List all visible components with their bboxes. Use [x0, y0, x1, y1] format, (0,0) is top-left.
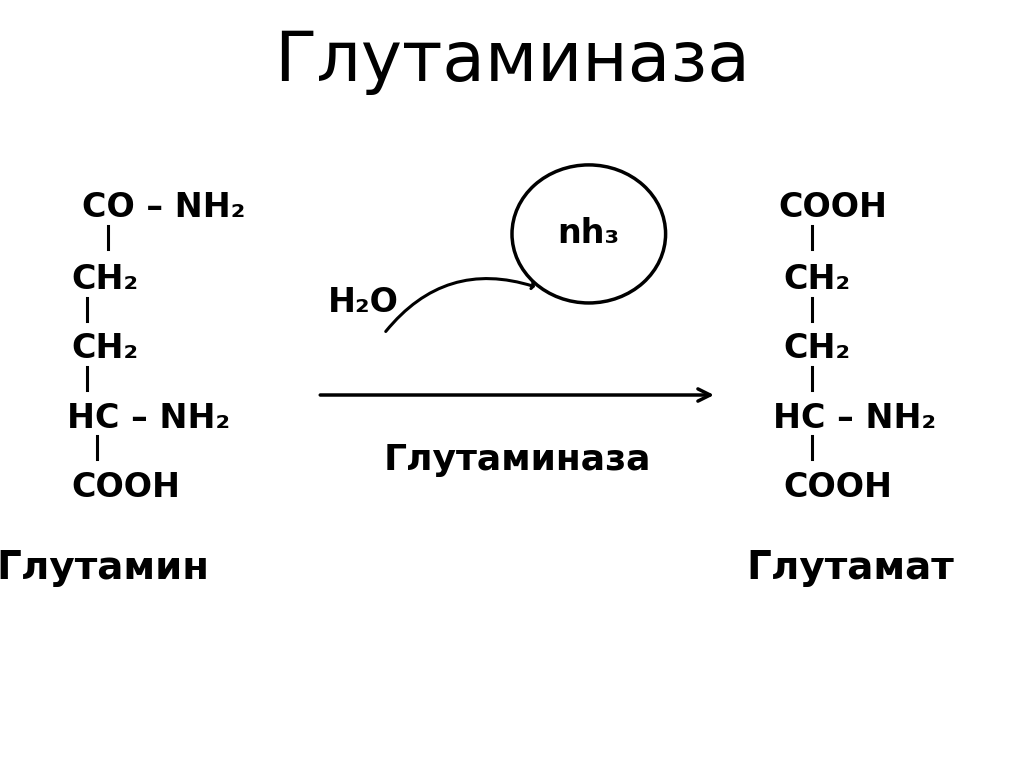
FancyArrowPatch shape	[386, 278, 534, 331]
Text: Глутаминаза: Глутаминаза	[274, 28, 750, 95]
Text: Глутамин: Глутамин	[0, 548, 209, 587]
Text: Глутаминаза: Глутаминаза	[383, 443, 651, 477]
Text: COOH: COOH	[783, 470, 892, 504]
Text: COOH: COOH	[72, 470, 180, 504]
Text: Глутамат: Глутамат	[746, 548, 953, 587]
Text: HC – NH₂: HC – NH₂	[67, 401, 229, 435]
Text: COOH: COOH	[778, 190, 887, 224]
Text: HC – NH₂: HC – NH₂	[773, 401, 936, 435]
Text: CO – NH₂: CO – NH₂	[82, 190, 246, 224]
Text: CH₂: CH₂	[72, 263, 139, 297]
Text: nh₃: nh₃	[558, 217, 620, 251]
Text: CH₂: CH₂	[783, 263, 851, 297]
Text: CH₂: CH₂	[783, 332, 851, 366]
Text: CH₂: CH₂	[72, 332, 139, 366]
Text: H₂O: H₂O	[328, 286, 399, 320]
